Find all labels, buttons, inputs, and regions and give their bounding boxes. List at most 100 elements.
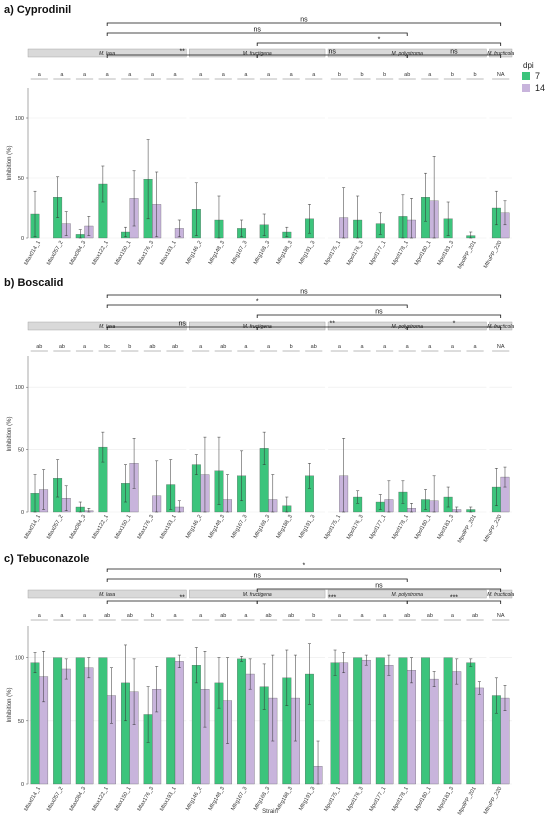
x-tick-label: Mlax176_3 (136, 514, 155, 540)
x-tick-label: Mfrg168_3 (253, 514, 271, 540)
y-tick-label: 100 (15, 116, 24, 122)
x-tick-label: Mfrg146_2 (185, 240, 203, 266)
significance-letter: a (38, 72, 42, 78)
significance-letter: a (83, 613, 87, 619)
x-tick-label: Mpol183_3 (436, 240, 455, 267)
facet-label: M. laxa (99, 51, 115, 57)
facet-label: M. laxa (99, 592, 115, 598)
significance-letter: b (338, 72, 341, 78)
comparison-label: ns (375, 309, 383, 316)
facet-label: M. fructigena (243, 592, 272, 598)
bar-dpi7 (75, 657, 85, 785)
x-tick-label: Mpol183_3 (436, 786, 455, 813)
significance-letter: a (428, 72, 432, 78)
significance-letter: a (106, 72, 110, 78)
significance-letter: a (360, 613, 364, 619)
significance-letter: a (60, 613, 64, 619)
significance-letter: a (338, 344, 342, 350)
x-tick-label: MpolPP_201 (457, 786, 478, 816)
significance-letter: a (383, 344, 387, 350)
legend-label-7: 7 (535, 71, 540, 81)
significance-letter: a (406, 344, 410, 350)
significance-letter: NA (497, 613, 505, 619)
comparison-bracket (106, 294, 502, 298)
bar-dpi14 (61, 668, 71, 785)
x-tick-label: Mlax014_1 (23, 514, 42, 540)
x-tick-label: Mfrg188_3 (276, 514, 294, 540)
x-tick-label: Mlax176_3 (136, 240, 155, 266)
x-tick-label: Mpol183_3 (436, 514, 455, 541)
y-tick-label: 0 (21, 510, 24, 516)
facet-strip (327, 589, 487, 599)
x-tick-label: Mfrg148_3 (208, 786, 226, 812)
x-tick-label: MpolPP_201 (457, 514, 478, 544)
significance-letter: ab (104, 613, 110, 619)
x-tick-label: Mlax176_3 (136, 786, 155, 812)
comparison-label: ns (178, 321, 186, 328)
facet-label: M. fructicola (487, 592, 514, 598)
comparison-bracket (256, 314, 502, 318)
comparison-bracket (256, 588, 502, 592)
significance-letter: a (428, 344, 432, 350)
significance-letter: ab (59, 344, 65, 350)
x-tick-label: MfruPP_220 (483, 514, 503, 543)
x-tick-label: Mfrg148_3 (208, 240, 226, 266)
bar-dpi7 (443, 657, 453, 785)
x-tick-label: Mfrg188_3 (276, 786, 294, 812)
significance-letter: ab (288, 613, 294, 619)
panel-c-title: c) Tebuconazole (4, 553, 89, 565)
bar-dpi14 (500, 697, 510, 785)
x-tick-label: Mpol176_3 (346, 514, 365, 541)
x-tick-label: Mfrg168_3 (253, 240, 271, 266)
comparison-bracket (406, 600, 502, 604)
x-tick-label: MfruPP_220 (483, 240, 503, 269)
x-tick-label: Mlax150_1 (114, 240, 133, 266)
x-tick-label: Mfrg188_3 (276, 240, 294, 266)
comparison-label: ns (300, 17, 308, 24)
significance-letter: a (244, 344, 248, 350)
comparison-bracket (406, 54, 502, 58)
comparison-label: *** (450, 595, 458, 602)
panel-a-title: a) Cyprodinil (4, 4, 71, 16)
significance-letter: ab (404, 72, 410, 78)
significance-letter: ab (311, 344, 317, 350)
x-tick-label: Mlax014_1 (23, 240, 42, 266)
significance-letter: a (83, 72, 87, 78)
x-tick-label: Mpol180_1 (414, 514, 433, 541)
x-tick-label: Mpol180_1 (414, 786, 433, 813)
comparison-label: * (303, 563, 306, 570)
x-tick-label: Mlax150_1 (114, 786, 133, 812)
comparison-label: ns (253, 27, 261, 34)
bar-dpi14 (174, 661, 184, 785)
x-tick-label: Mpol180_1 (414, 240, 433, 267)
significance-letter: a (338, 613, 342, 619)
x-tick-label: Mfrg146_2 (185, 786, 203, 812)
x-tick-label: Mpol177_1 (369, 240, 388, 267)
significance-letter: ab (149, 344, 155, 350)
y-tick-label: 0 (21, 782, 24, 788)
significance-letter: ab (220, 344, 226, 350)
x-tick-label: Mpol178_1 (391, 786, 410, 813)
x-tick-label: Mlax057_2 (46, 240, 65, 266)
x-tick-label: Mpol176_3 (346, 786, 365, 813)
bar-dpi7 (330, 662, 340, 785)
facet-label: M. fructicola (487, 51, 514, 57)
significance-letter: a (173, 613, 177, 619)
bar-dpi7 (30, 662, 40, 785)
significance-letter: a (451, 613, 455, 619)
significance-letter: a (360, 344, 364, 350)
y-tick-label: 0 (21, 236, 24, 242)
x-tick-label: Mfrg167_3 (230, 786, 248, 812)
bar-dpi7 (166, 657, 176, 785)
significance-letter: b (474, 72, 477, 78)
x-tick-label: Mpol176_3 (346, 240, 365, 267)
bar-dpi14 (407, 670, 416, 785)
x-tick-label: Mlax057_2 (46, 786, 65, 812)
facet-strip (27, 589, 187, 599)
bar-dpi14 (429, 678, 439, 785)
bar-dpi14 (361, 659, 371, 785)
significance-letter: a (199, 72, 203, 78)
significance-letter: ab (220, 613, 226, 619)
